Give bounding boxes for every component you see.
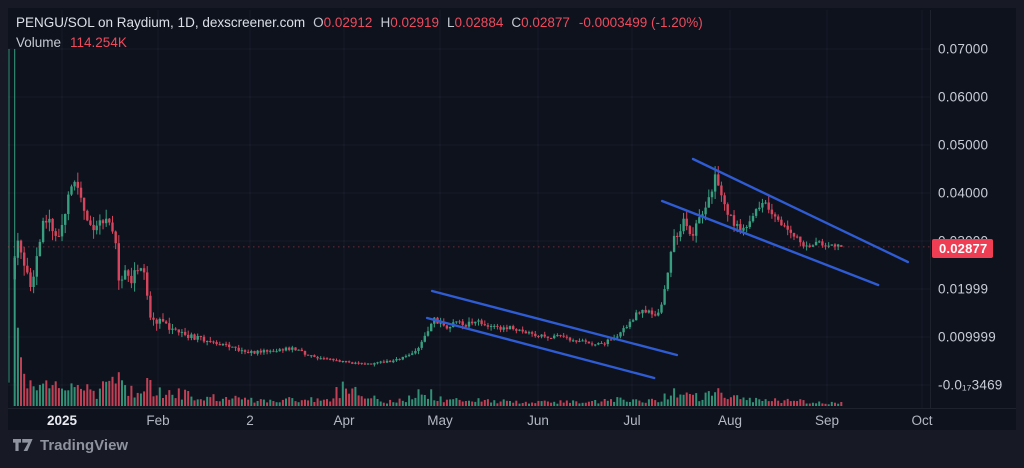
gridlines bbox=[8, 10, 930, 408]
volume-label: Volume bbox=[16, 35, 62, 50]
time-axis-label: 2 bbox=[246, 413, 254, 428]
price-axis-label: 0.009999 bbox=[938, 329, 996, 345]
volume-value: 114.254K bbox=[70, 35, 127, 50]
trendlines-group bbox=[425, 157, 910, 380]
open-value: 0.02912 bbox=[323, 15, 373, 30]
trendline-channel-1-lower[interactable] bbox=[425, 316, 656, 380]
price-chart-canvas[interactable] bbox=[8, 10, 930, 408]
price-axis-label: 0.06000 bbox=[938, 89, 989, 105]
time-axis-label: Jun bbox=[527, 413, 549, 428]
low-label: L bbox=[447, 15, 455, 30]
candles bbox=[8, 49, 843, 383]
time-axis-label: May bbox=[427, 413, 453, 428]
high-label: H bbox=[380, 15, 391, 30]
symbol-info-row: PENGU/SOL on Raydium, 1D, dexscreener.co… bbox=[16, 14, 703, 31]
price-axis-label: 0.07000 bbox=[938, 41, 989, 57]
time-axis-label: Aug bbox=[717, 413, 743, 428]
time-axis-label: Sep bbox=[814, 413, 840, 428]
low-value: 0.02884 bbox=[454, 15, 504, 30]
time-axis[interactable]: 2025 Feb 2 Apr May Jun Jul Aug Sep Oct bbox=[8, 408, 1016, 431]
chart-widget-background bbox=[8, 8, 1016, 430]
price-axis[interactable]: 0.070000.060000.050000.040000.030000.019… bbox=[930, 10, 1024, 408]
close-value: 0.02877 bbox=[521, 15, 570, 30]
time-axis-label: Apr bbox=[333, 413, 355, 428]
close-label: C bbox=[511, 15, 522, 30]
time-axis-label: Oct bbox=[911, 413, 933, 428]
high-value: 0.02919 bbox=[390, 15, 440, 30]
price-axis-label: 0.04000 bbox=[938, 185, 989, 201]
tradingview-attribution[interactable]: TradingView bbox=[13, 437, 128, 454]
trendline-channel-2-upper[interactable] bbox=[691, 157, 910, 264]
time-axis-label: 2025 bbox=[46, 413, 78, 428]
symbol-title[interactable]: PENGU/SOL on Raydium, 1D, dexscreener.co… bbox=[16, 15, 306, 30]
trendline-channel-1-upper[interactable] bbox=[430, 289, 679, 357]
price-axis-label: -0.0₁₇3469 bbox=[938, 377, 1003, 393]
price-axis-label: 0.05000 bbox=[938, 137, 989, 153]
tradingview-label: TradingView bbox=[40, 437, 129, 454]
current-price-badge: 0.02877 bbox=[932, 239, 994, 258]
volume-info-row: Volume 114.254K bbox=[16, 34, 127, 51]
trendline-channel-2-lower[interactable] bbox=[660, 199, 880, 287]
open-label: O bbox=[313, 15, 324, 30]
volume-bars bbox=[13, 256, 843, 406]
time-axis-label: Feb bbox=[146, 413, 170, 428]
tradingview-logo-icon bbox=[13, 439, 33, 451]
price-change: -0.0003499 (-1.20%) bbox=[578, 15, 703, 30]
price-axis-label: 0.01999 bbox=[938, 281, 989, 297]
time-axis-label: Jul bbox=[623, 413, 641, 428]
